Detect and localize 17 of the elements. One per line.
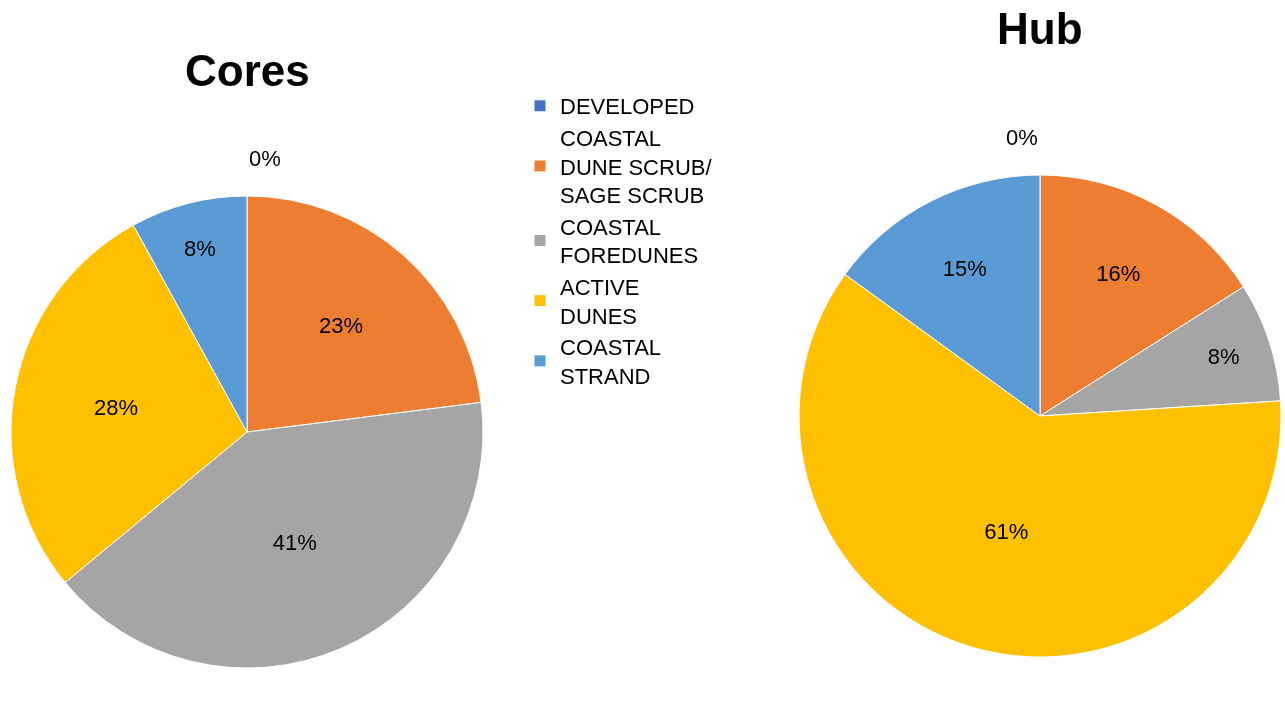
data-label: 15% — [942, 255, 987, 281]
data-label: 61% — [984, 519, 1029, 545]
data-label: 41% — [272, 529, 317, 555]
data-label: 16% — [1096, 260, 1141, 286]
legend-label: COASTAL DUNE SCRUB/ SAGE SCRUB — [560, 125, 713, 209]
legend-label: DEVELOPED — [560, 94, 695, 120]
data-label: 8% — [184, 236, 216, 262]
data-label: 23% — [318, 312, 363, 338]
legend-label: COASTAL STRAND — [560, 335, 662, 389]
legend-label: COASTAL FOREDUNES — [560, 214, 699, 269]
text: 0% — [249, 146, 281, 171]
slice-label: Cores — [185, 46, 310, 95]
data-label: 28% — [94, 394, 139, 420]
slice-label: Hub — [997, 4, 1083, 53]
legend-label: ACTIVE DUNES — [560, 274, 640, 329]
data-label: 8% — [1207, 343, 1240, 369]
text: 0% — [1006, 125, 1038, 150]
